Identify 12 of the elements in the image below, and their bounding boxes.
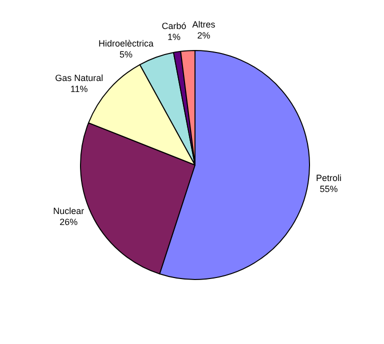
data-label: 1% (167, 32, 180, 42)
slice-label: Carbó (162, 21, 186, 32)
data-label: 26% (60, 217, 78, 228)
data-label: 5% (119, 50, 133, 60)
slice-label: Altres (192, 20, 216, 30)
data-label: 11% (70, 84, 88, 94)
data-label: 55% (320, 184, 338, 194)
slice-label: Petroli (316, 173, 342, 184)
slice-label: Nuclear (53, 206, 84, 216)
slice-label: Gas Natural (55, 72, 104, 83)
data-label: 2% (197, 30, 210, 41)
slice-label: Hidroelèctrica (98, 38, 154, 49)
